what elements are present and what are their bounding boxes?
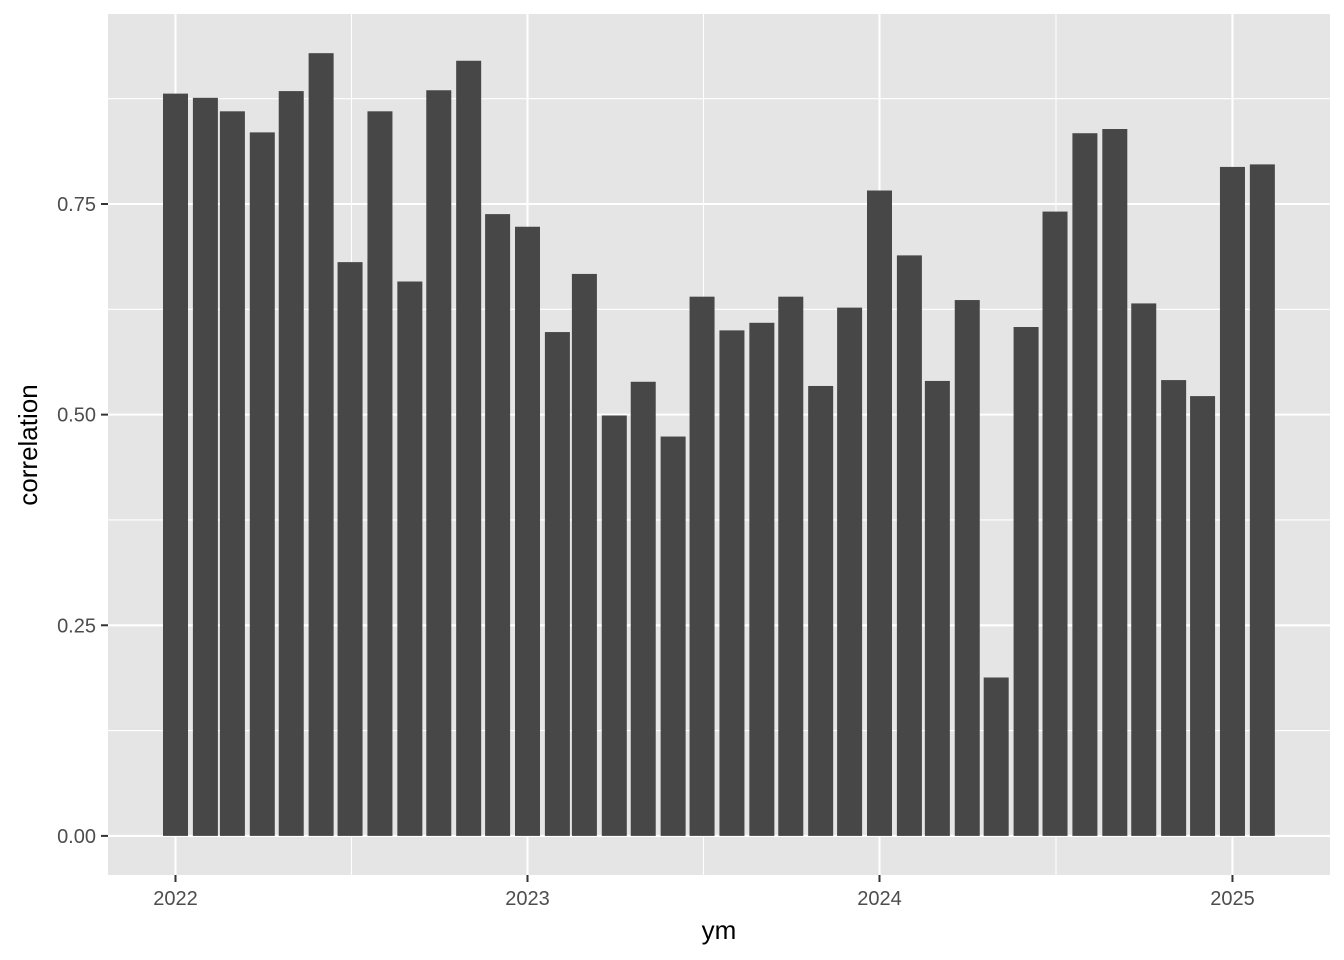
- bar-2022-07: [337, 262, 363, 836]
- bar-2024-01: [867, 190, 892, 836]
- bar-2022-01: [163, 93, 188, 836]
- bar-2022-02: [192, 97, 218, 836]
- bar-2024-04: [954, 300, 980, 836]
- x-tick-label: 2023: [505, 888, 550, 910]
- y-tick-label: 0.25: [57, 615, 96, 637]
- y-tick-label: 0.00: [57, 826, 96, 848]
- bar-2022-04: [249, 132, 275, 836]
- bar-2023-12: [837, 307, 863, 836]
- y-tick-label: 0.50: [57, 405, 96, 427]
- bar-2022-08: [367, 111, 393, 836]
- bar-2024-10: [1131, 303, 1157, 836]
- bar-2023-10: [778, 296, 804, 836]
- bar-2024-12: [1190, 396, 1216, 836]
- bar-2023-05: [630, 381, 656, 836]
- bar-2024-05: [983, 677, 1009, 836]
- bar-2022-12: [485, 214, 511, 836]
- x-axis-title: ym: [702, 915, 737, 945]
- bar-2023-06: [660, 436, 686, 836]
- bar-2023-11: [808, 385, 834, 836]
- bar-2024-06: [1013, 327, 1039, 836]
- bar-2022-11: [456, 60, 482, 836]
- bar-2023-03: [571, 273, 597, 836]
- bar-2023-07: [689, 296, 715, 836]
- bar-2025-01: [1219, 166, 1245, 836]
- bar-2024-09: [1102, 129, 1128, 836]
- bar-2022-03: [219, 111, 245, 836]
- bar-2022-05: [278, 91, 304, 836]
- bar-2024-07: [1042, 211, 1068, 836]
- bar-2025-02: [1249, 164, 1275, 836]
- x-tick-label: 2024: [857, 888, 902, 910]
- bar-2024-03: [924, 380, 950, 836]
- bar-2024-11: [1161, 380, 1187, 836]
- bar-2022-10: [426, 90, 452, 836]
- bar-2023-02: [544, 332, 570, 836]
- bar-2022-06: [308, 53, 334, 836]
- y-axis: 0.00 0.25 0.50 0.75: [57, 194, 108, 848]
- bar-2024-02: [896, 255, 922, 836]
- bar-2023-08: [719, 330, 745, 836]
- y-axis-title: correlation: [13, 384, 43, 505]
- x-axis: 2022 2023 2024 2025: [153, 875, 1255, 910]
- y-tick-label: 0.75: [57, 194, 96, 216]
- bar-2023-09: [749, 322, 775, 836]
- bar-2023-01: [515, 226, 540, 836]
- bar-2024-08: [1072, 133, 1098, 836]
- bar-2023-04: [601, 415, 627, 836]
- x-tick-label: 2022: [153, 888, 198, 910]
- bars: [163, 53, 1275, 836]
- x-tick-label: 2025: [1210, 888, 1255, 910]
- bar-2022-09: [397, 281, 423, 836]
